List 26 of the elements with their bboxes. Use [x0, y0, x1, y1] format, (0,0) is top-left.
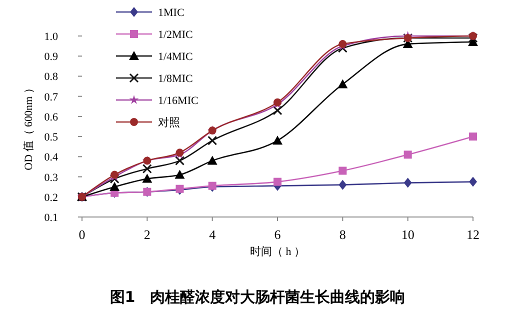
y-axis-title: OD 值（ 600nm ）: [23, 82, 35, 170]
legend-label: 1/2MIC: [158, 29, 193, 41]
x-axis-title: 时间（ h ）: [250, 245, 305, 258]
y-tick-label: 0.4: [44, 152, 58, 164]
x-tick-label: 10: [401, 227, 414, 242]
y-tick-label: 0.5: [44, 132, 58, 144]
x-tick-label: 8: [339, 227, 346, 242]
y-tick-label: 0.9: [44, 51, 58, 64]
y-tick-label: 1.0: [44, 31, 58, 43]
y-tick-label: 0.6: [44, 111, 58, 124]
y-tick-label: 0.2: [44, 192, 58, 204]
x-tick-label: 0: [78, 227, 86, 242]
x-tick-label: 12: [466, 227, 480, 242]
legend-label: 1/4MIC: [158, 51, 193, 63]
legend-label: 1/8MIC: [158, 73, 193, 85]
legend-label: 1/16MIC: [158, 95, 198, 107]
legend-label: 1MIC: [158, 7, 184, 19]
x-tick-label: 2: [144, 227, 150, 242]
y-tick-label: 0.7: [44, 91, 58, 104]
text: 图1 肉桂醛浓度对大肠杆菌生长曲线的影响: [110, 288, 406, 306]
y-tick-label: 0.8: [44, 71, 58, 84]
legend-label: 对照: [158, 116, 180, 129]
x-tick-label: 4: [209, 227, 216, 242]
x-tick-label: 6: [274, 227, 282, 242]
y-tick-label: 0.1: [44, 212, 58, 224]
y-tick-label: 0.3: [44, 172, 58, 184]
